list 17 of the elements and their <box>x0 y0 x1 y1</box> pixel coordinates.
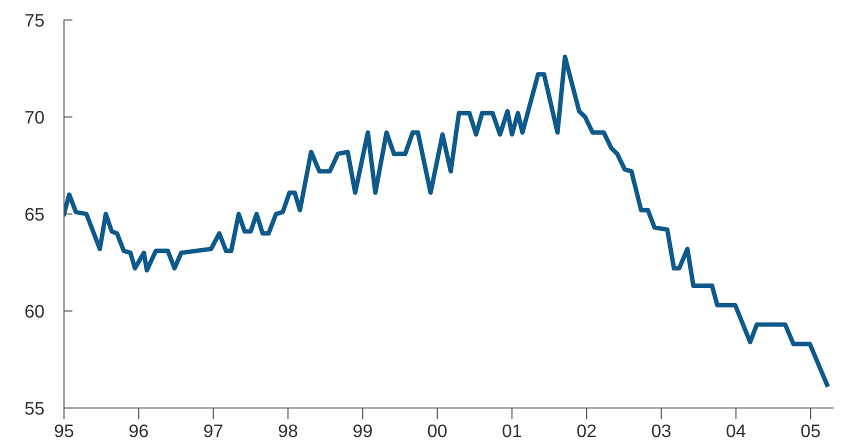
y-tick-label: 70 <box>25 110 44 124</box>
y-tick-label: 75 <box>25 14 44 27</box>
x-tick-label: 00 <box>428 424 447 438</box>
x-tick-label: 97 <box>204 424 222 438</box>
x-tick-label: 03 <box>652 424 671 438</box>
x-tick-label: 98 <box>278 424 298 438</box>
x-tick-label: 95 <box>54 424 74 438</box>
y-tick-label: 55 <box>25 402 44 415</box>
y-tick-label: 60 <box>25 304 44 318</box>
y-tick-label: 65 <box>25 208 44 221</box>
line-series <box>64 54 830 387</box>
x-tick-label: 02 <box>577 424 596 438</box>
x-tick-label: 01 <box>502 424 522 438</box>
x-tick-label: 05 <box>801 424 820 438</box>
x-tick-label: 99 <box>353 424 372 438</box>
x-tick-label: 04 <box>726 424 746 438</box>
x-tick-label: 96 <box>129 424 148 438</box>
